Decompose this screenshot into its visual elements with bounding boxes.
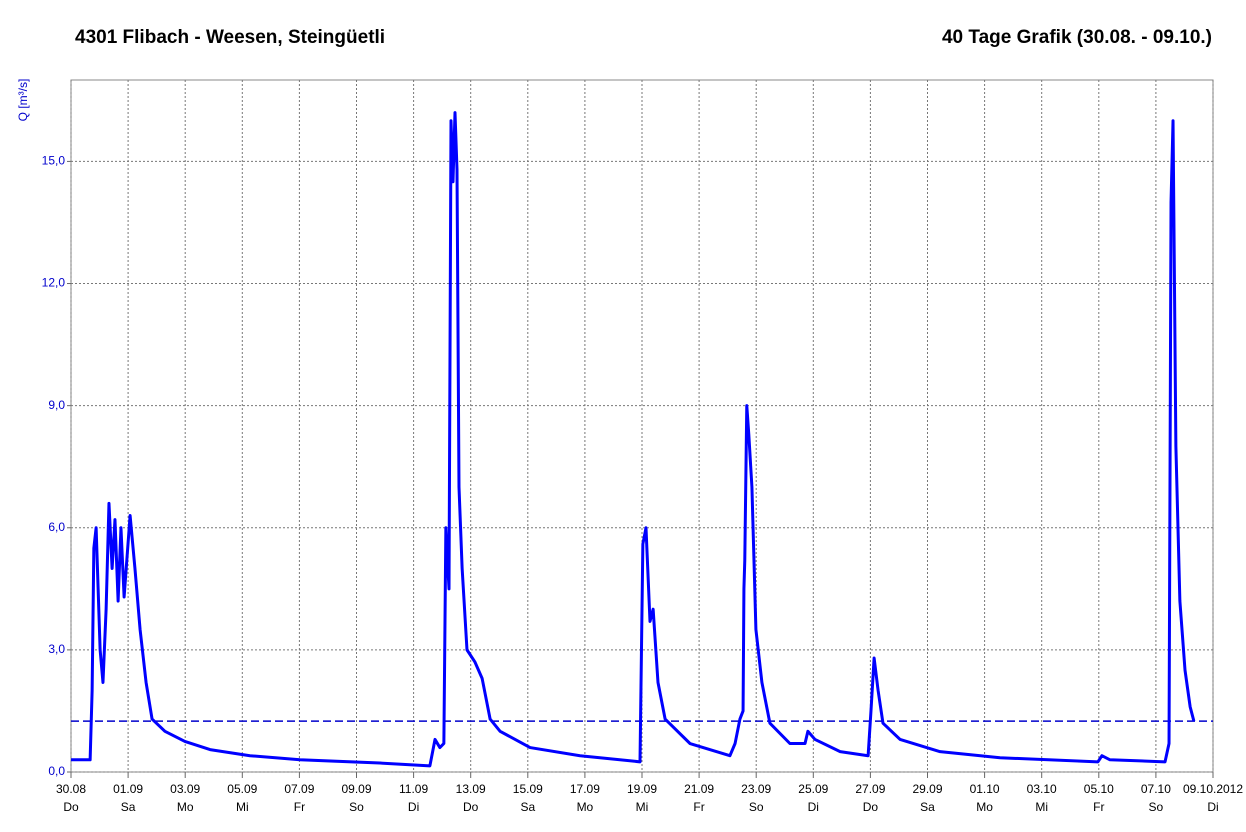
x-tick-label: 21.09 (684, 782, 714, 796)
x-tick-label: 19.09 (627, 782, 657, 796)
x-tick-label: 03.09 (170, 782, 200, 796)
y-tick-label: 0,0 (48, 764, 65, 778)
x-tick-day: Mo (177, 800, 194, 814)
y-tick-label: 15,0 (42, 154, 66, 168)
x-tick-day: Sa (920, 800, 935, 814)
x-tick-label: 07.10 (1141, 782, 1171, 796)
x-tick-label: 23.09 (741, 782, 771, 796)
x-tick-day: Fr (693, 800, 704, 814)
x-tick-day: Do (863, 800, 879, 814)
x-tick-day: Do (463, 800, 479, 814)
x-tick-day: So (349, 800, 364, 814)
x-tick-label: 01.10 (970, 782, 1000, 796)
x-tick-day: Fr (294, 800, 305, 814)
x-tick-day: Mi (1035, 800, 1048, 814)
x-tick-label: 01.09 (113, 782, 143, 796)
x-tick-label: 09.10.2012 (1183, 782, 1243, 796)
chart-title: 4301 Flibach - Weesen, Steingüetli (75, 27, 385, 48)
x-tick-label: 13.09 (456, 782, 486, 796)
x-tick-label: 09.09 (341, 782, 371, 796)
x-tick-day: Sa (121, 800, 136, 814)
x-tick-label: 30.08 (56, 782, 86, 796)
x-tick-day: Mi (236, 800, 249, 814)
x-tick-day: So (1149, 800, 1164, 814)
x-tick-label: 07.09 (284, 782, 314, 796)
x-tick-label: 17.09 (570, 782, 600, 796)
x-tick-day: Do (63, 800, 79, 814)
y-tick-label: 6,0 (48, 520, 65, 534)
x-tick-day: Di (1207, 800, 1218, 814)
x-tick-day: Di (808, 800, 819, 814)
x-tick-label: 11.09 (399, 782, 428, 796)
x-tick-day: Sa (520, 800, 535, 814)
x-tick-label: 05.10 (1084, 782, 1114, 796)
x-tick-label: 25.09 (798, 782, 828, 796)
x-tick-day: Mo (976, 800, 993, 814)
data-line (71, 111, 1196, 768)
chart-subtitle: 40 Tage Grafik (30.08. - 09.10.) (942, 27, 1212, 48)
x-tick-label: 15.09 (513, 782, 543, 796)
x-tick-label: 27.09 (855, 782, 885, 796)
x-tick-label: 03.10 (1027, 782, 1057, 796)
x-tick-day: Mi (636, 800, 649, 814)
x-tick-day: Di (408, 800, 419, 814)
x-tick-label: 05.09 (227, 782, 257, 796)
y-tick-label: 3,0 (48, 642, 65, 656)
x-tick-day: Fr (1093, 800, 1104, 814)
y-tick-label: 9,0 (48, 398, 65, 412)
y-tick-label: 12,0 (42, 276, 66, 290)
x-tick-day: So (749, 800, 764, 814)
x-tick-day: Mo (577, 800, 594, 814)
x-tick-label: 29.09 (912, 782, 942, 796)
y-axis-label: Q [m³/s] (16, 79, 30, 122)
